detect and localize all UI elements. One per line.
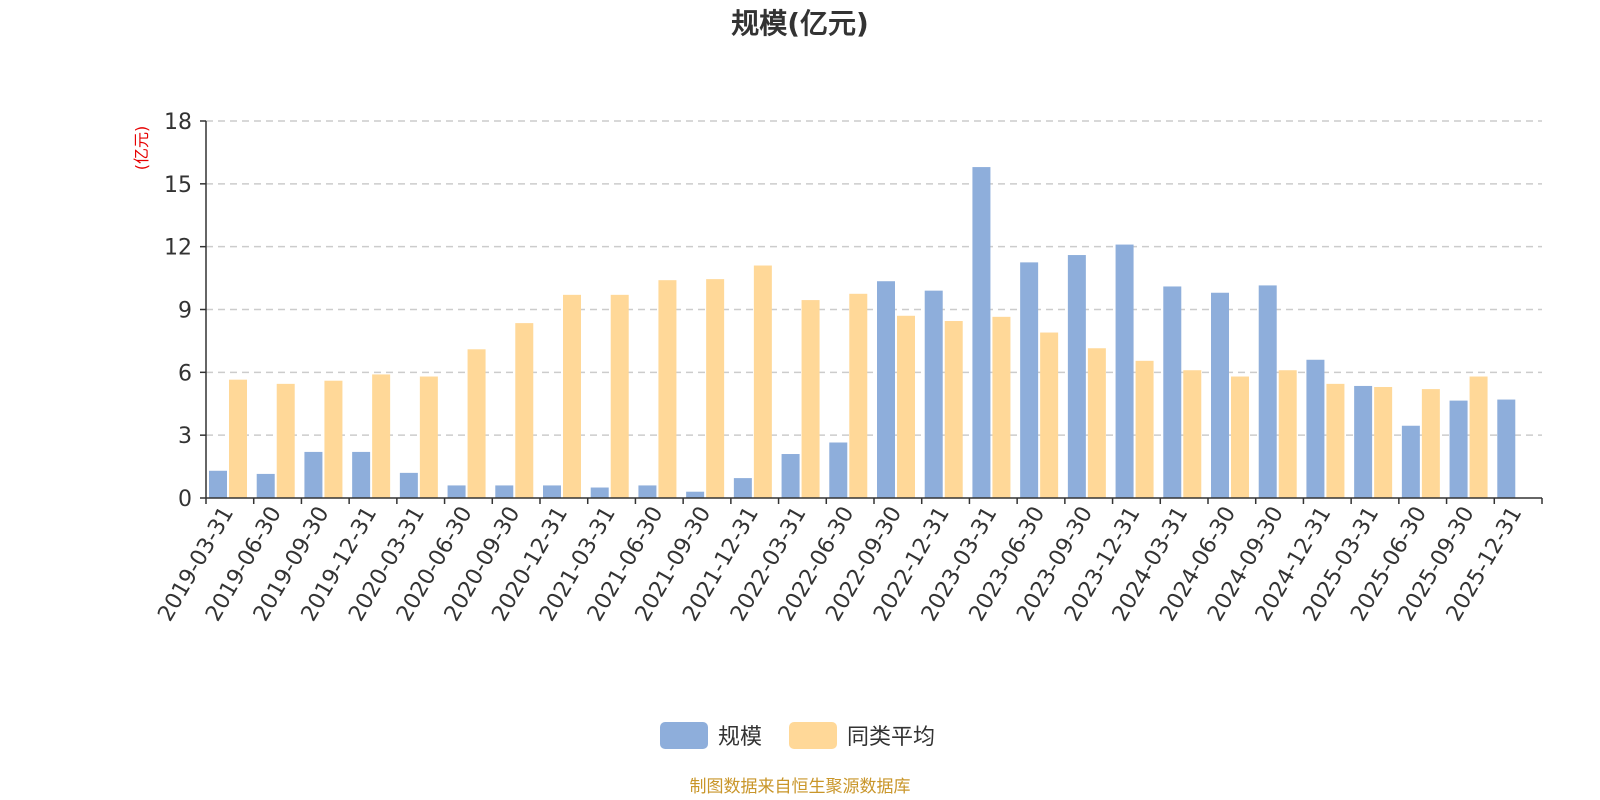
bar-scale [352,451,371,498]
bar-scale [686,491,705,498]
bar-scale [924,290,943,498]
y-axis-unit-label: (亿元) [132,126,151,171]
bar-peer-average [944,321,963,498]
bar-scale [1258,285,1277,498]
bar-scale [1449,400,1468,498]
bar-scale [304,451,323,498]
bar-scale [638,485,657,498]
bar-scale [209,470,227,498]
bar-peer-average [1135,360,1154,498]
bar-peer-average [1231,376,1249,498]
bar-peer-average [1087,348,1106,498]
bar-scale [733,478,752,498]
legend: 规模 同类平均 [660,722,935,750]
bar-scale [1497,399,1516,498]
bar-peer-average [1374,386,1393,498]
bar-peer-average [515,323,534,498]
legend-swatch-peer-average [789,722,837,749]
legend-swatch-scale [660,722,708,749]
bar-peer-average [372,374,391,498]
legend-label-scale: 规模 [718,725,762,750]
bar-peer-average [1421,389,1440,498]
bar-scale [447,485,466,498]
y-tick-label: 12 [164,236,192,261]
bar-scale [1115,244,1134,498]
bar-scale [495,485,514,498]
bar-peer-average [897,315,915,498]
bar-peer-average [1040,332,1059,498]
bar-scale [1211,292,1229,498]
bar-peer-average [1278,370,1297,498]
bar-scale [1306,359,1325,498]
bar-peer-average [1326,383,1345,498]
y-tick-label: 6 [178,361,192,386]
bar-scale [781,454,800,498]
y-tick-label: 15 [164,173,192,198]
bar-scale [1401,425,1420,498]
bar-peer-average [229,379,247,498]
bar-scale [1354,385,1373,498]
y-tick-label: 9 [178,299,192,324]
bar-scale [1020,262,1039,498]
bar-peer-average [324,380,343,498]
bar-scale [543,485,561,498]
bar-scale [256,473,275,498]
bar-peer-average [849,293,868,498]
bar-scale [1067,255,1086,498]
bar-peer-average [276,383,295,498]
bar-scale [590,487,609,498]
source-note: 制图数据来自恒生聚源数据库 [690,777,911,797]
y-tick-label: 18 [164,110,192,135]
bar-scale [829,442,848,498]
bar-peer-average [706,279,725,498]
chart-title: 规模(亿元) [731,7,869,40]
bar-scale [399,472,418,498]
bar-peer-average [1469,376,1488,498]
y-axis-ticks: 0 3 6 9 12 15 18 [164,110,206,512]
bar-scale [1163,286,1182,498]
bar-peer-average [610,294,629,498]
y-tick-label: 3 [178,424,192,449]
x-axis-ticks: 2019-03-312019-06-302019-09-302019-12-31… [153,498,1543,626]
bar-peer-average [419,376,438,498]
bar-peer-average [658,280,677,498]
bar-scale [972,167,991,499]
bar-scale [877,281,895,498]
y-tick-label: 0 [178,487,192,512]
bar-peer-average [467,349,486,498]
bars-group [209,167,1516,499]
bar-peer-average [563,294,581,498]
legend-label-peer-average: 同类平均 [847,725,935,750]
bar-peer-average [992,316,1011,498]
bar-peer-average [801,300,820,498]
bar-peer-average [1183,370,1202,498]
bar-peer-average [753,265,772,498]
